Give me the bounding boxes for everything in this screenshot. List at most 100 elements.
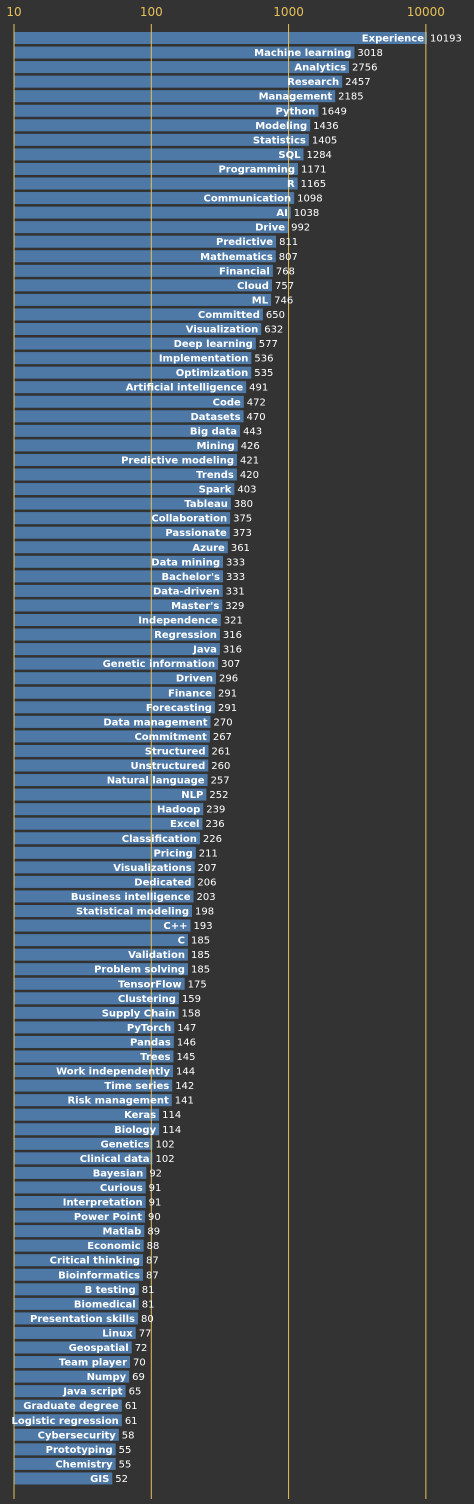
value-label: 211 — [199, 848, 218, 859]
category-label: Genetics — [100, 1139, 149, 1150]
value-label: 198 — [195, 907, 214, 918]
category-label: PyTorch — [127, 1023, 171, 1034]
value-label: 2756 — [352, 63, 377, 74]
bar — [14, 1225, 145, 1238]
category-label: Azure — [192, 543, 225, 554]
value-label: 90 — [148, 1212, 161, 1223]
value-label: 650 — [266, 310, 285, 321]
bar — [14, 264, 273, 277]
category-label: Analytics — [294, 63, 346, 74]
category-label: GIS — [90, 1474, 109, 1485]
bar — [14, 817, 203, 830]
category-label: Logistic regression — [12, 1416, 119, 1427]
value-label: 470 — [247, 412, 266, 423]
bar — [14, 148, 304, 161]
bar — [14, 483, 235, 496]
category-label: Tableau — [184, 499, 228, 510]
bar — [14, 1254, 143, 1267]
x-tick-label: 10 — [6, 5, 21, 19]
category-label: Drive — [255, 223, 285, 234]
category-label: Classification — [122, 834, 197, 845]
bar — [14, 570, 224, 583]
value-label: 146 — [177, 1037, 196, 1048]
bar — [14, 730, 210, 743]
bar — [14, 1370, 130, 1383]
category-label: Curious — [100, 1183, 143, 1194]
value-label: 142 — [175, 1081, 194, 1092]
category-label: Predictive — [216, 237, 273, 248]
bar — [14, 1196, 146, 1208]
category-label: Programming — [218, 164, 295, 175]
bar — [14, 744, 209, 757]
bar — [14, 875, 195, 888]
bar — [14, 279, 272, 292]
bar — [14, 119, 311, 132]
bar — [14, 1385, 126, 1398]
value-label: 92 — [149, 1168, 162, 1179]
bar — [14, 803, 204, 816]
value-label: 291 — [218, 703, 237, 714]
bar — [14, 439, 238, 452]
category-label: Prototyping — [46, 1445, 113, 1456]
value-label: 420 — [240, 470, 259, 481]
category-label: Mining — [196, 441, 234, 452]
bar — [14, 759, 209, 772]
value-label: 260 — [211, 761, 230, 772]
category-label: Machine learning — [254, 48, 351, 59]
value-label: 87 — [146, 1256, 159, 1267]
category-label: Clinical data — [80, 1154, 150, 1165]
value-label: 77 — [139, 1328, 152, 1339]
bar — [14, 526, 230, 539]
category-label: Biology — [114, 1125, 156, 1136]
bar — [14, 905, 193, 917]
bar — [14, 323, 262, 335]
value-label: 1649 — [321, 106, 346, 117]
value-label: 81 — [142, 1299, 155, 1310]
bar — [14, 1166, 147, 1179]
bar — [14, 32, 427, 44]
category-label: Python — [275, 106, 315, 117]
bar — [14, 919, 191, 932]
category-label: Bayesian — [93, 1168, 144, 1179]
value-label: 175 — [188, 979, 207, 990]
bar — [14, 1297, 139, 1310]
category-label: AI — [276, 208, 287, 219]
value-label: 91 — [149, 1183, 162, 1194]
value-label: 81 — [142, 1285, 155, 1296]
bar — [14, 555, 224, 568]
bar — [14, 162, 298, 175]
value-label: 144 — [176, 1067, 195, 1078]
category-label: Forecasting — [146, 703, 212, 714]
bar — [14, 672, 216, 685]
bar — [14, 1021, 175, 1034]
bar — [14, 934, 188, 947]
bar — [14, 614, 221, 626]
category-label: Financial — [219, 266, 270, 277]
category-label: Java — [192, 645, 217, 656]
value-label: 226 — [203, 834, 222, 845]
category-label: Modeling — [255, 121, 307, 132]
category-label: Clustering — [118, 994, 176, 1005]
bar — [14, 337, 256, 350]
bar — [14, 1181, 146, 1194]
value-label: 296 — [219, 674, 238, 685]
category-label: Collaboration — [151, 514, 227, 525]
bar — [14, 1457, 116, 1470]
category-label: Management — [259, 92, 333, 103]
bar — [14, 628, 220, 641]
value-label: 58 — [122, 1430, 135, 1441]
value-label: 114 — [162, 1110, 181, 1121]
value-label: 145 — [176, 1052, 195, 1063]
bar — [14, 1341, 132, 1354]
category-label: Bachelor's — [162, 572, 220, 583]
category-label: Statistical modeling — [76, 907, 189, 918]
bar — [14, 1239, 144, 1252]
bar — [14, 715, 211, 728]
category-label: Power Point — [74, 1212, 142, 1223]
bar — [14, 584, 223, 597]
bar — [14, 177, 298, 190]
bar — [14, 1472, 113, 1485]
bar — [14, 192, 295, 205]
category-label: Statistics — [253, 135, 306, 146]
